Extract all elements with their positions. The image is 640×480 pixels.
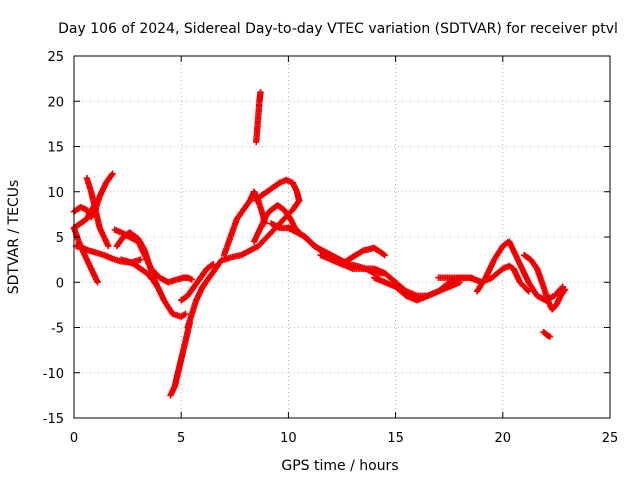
y-tick-label: 25 <box>47 50 64 65</box>
data-point <box>105 242 112 250</box>
data-point <box>108 171 115 179</box>
series-arc-8 <box>117 256 161 290</box>
series-arc-2 <box>70 224 101 286</box>
y-tick-label: 15 <box>47 141 64 156</box>
data-point <box>217 257 225 265</box>
y-axis-label: SDTVAR / TECUs <box>6 180 22 295</box>
data-point <box>210 260 217 268</box>
series-arc-9 <box>167 319 193 399</box>
y-tick-label: 5 <box>56 231 64 246</box>
x-tick-label: 10 <box>280 431 297 446</box>
series-arc-19 <box>317 251 464 300</box>
y-tick-label: -10 <box>43 367 64 382</box>
y-tick-label: -15 <box>43 412 64 427</box>
series-arc-24 <box>540 328 554 340</box>
series-arc-10 <box>184 256 226 331</box>
data-point <box>188 276 196 283</box>
data-point <box>94 279 101 286</box>
series-arc-5 <box>70 202 99 232</box>
data-point <box>137 256 144 263</box>
series-arc-11 <box>178 260 217 304</box>
series-arc-12 <box>220 188 269 259</box>
data-point <box>561 286 569 293</box>
x-tick-label: 20 <box>495 431 512 446</box>
data-point <box>91 203 98 210</box>
data-point <box>560 287 568 294</box>
series-arc-22 <box>473 238 567 304</box>
series-arc-16 <box>253 89 264 146</box>
data-point <box>524 286 531 294</box>
y-tick-label: 10 <box>47 186 64 201</box>
y-tick-label: -5 <box>51 322 64 337</box>
chart-title: Day 106 of 2024, Sidereal Day-to-day VTE… <box>58 21 618 37</box>
data-marks <box>70 89 569 399</box>
x-tick-label: 0 <box>70 431 78 446</box>
series-arc-15 <box>253 176 303 204</box>
data-point <box>153 282 160 289</box>
ticks: 0 5 10 15 20 25 25 20 15 10 5 0 -5 -10 -15 <box>43 50 619 446</box>
data-point <box>208 261 216 269</box>
data-point <box>154 283 161 290</box>
series-arc-7 <box>113 229 189 320</box>
x-tick-label: 5 <box>177 431 185 446</box>
y-tick-label: 20 <box>47 95 64 110</box>
x-tick-label: 15 <box>387 431 404 446</box>
series-arc-23 <box>521 251 569 313</box>
data-point <box>257 89 264 96</box>
data-point <box>109 170 116 177</box>
x-axis-label: GPS time / hours <box>281 458 398 474</box>
grid <box>74 56 610 418</box>
data-point <box>92 202 99 209</box>
data-point <box>381 251 389 259</box>
data-point <box>546 333 554 340</box>
series-arc-14 <box>250 202 303 245</box>
data-point <box>182 310 189 318</box>
data-point <box>525 288 532 295</box>
y-tick-label: 0 <box>56 276 64 291</box>
series-arc-21 <box>435 262 532 295</box>
data-point <box>295 197 303 204</box>
x-tick-label: 25 <box>602 431 619 446</box>
